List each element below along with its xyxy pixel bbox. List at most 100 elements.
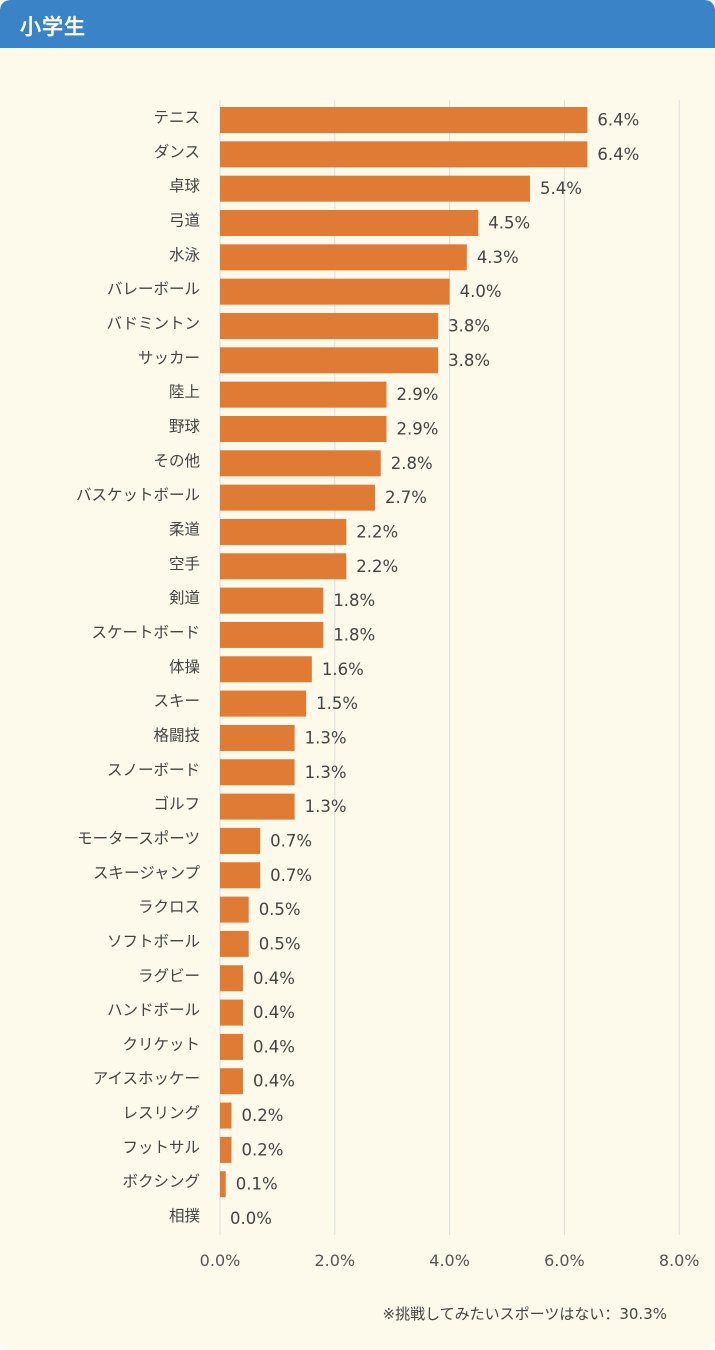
value-label: 0.2% <box>241 1140 283 1159</box>
category-label: 格闘技 <box>153 726 200 744</box>
bar <box>220 793 295 820</box>
x-tick-label: 6.0% <box>544 1251 585 1270</box>
bar <box>220 175 530 202</box>
category-label: 空手 <box>169 555 200 573</box>
category-label: ソフトボール <box>107 932 200 950</box>
bar <box>220 930 249 957</box>
value-label: 0.4% <box>253 1072 295 1091</box>
value-label: 0.1% <box>236 1175 278 1194</box>
bar <box>220 244 467 271</box>
bar <box>220 965 243 992</box>
bar <box>220 484 375 511</box>
value-label: 1.6% <box>322 660 364 679</box>
bar <box>220 141 588 168</box>
bar <box>220 278 450 305</box>
value-label: 1.5% <box>316 694 358 713</box>
category-label: 陸上 <box>169 383 200 401</box>
value-label: 1.3% <box>305 797 347 816</box>
value-label: 2.2% <box>356 522 398 541</box>
panel-header: 小学生 <box>0 0 715 48</box>
category-label: 野球 <box>169 417 201 435</box>
category-label: スキージャンプ <box>93 864 200 882</box>
bar <box>220 1068 243 1095</box>
labels: 0.0% 2.0% 4.0% 6.0% 8.0% テニス 6.4% ダンス 6.4% 卓球 5.4%… <box>76 109 700 1271</box>
value-label: 3.8% <box>448 316 490 335</box>
value-label: 5.4% <box>540 179 582 198</box>
bar <box>220 759 295 786</box>
value-label: 4.3% <box>477 248 519 267</box>
value-label: 0.4% <box>253 969 295 988</box>
value-label: 6.4% <box>597 145 639 164</box>
bars <box>220 107 588 1198</box>
bar <box>220 999 243 1026</box>
category-label: クリケット <box>122 1035 200 1053</box>
category-label: フットサル <box>122 1138 200 1156</box>
value-label: 2.7% <box>385 488 427 507</box>
bar <box>220 209 479 236</box>
value-label: 2.2% <box>356 557 398 576</box>
value-label: 1.3% <box>305 728 347 747</box>
bar <box>220 827 261 854</box>
bar <box>220 1102 232 1129</box>
category-label: ラグビー <box>138 967 200 985</box>
category-label: 体操 <box>169 658 200 676</box>
x-tick-label: 0.0% <box>200 1251 241 1270</box>
value-label: 0.4% <box>253 1003 295 1022</box>
category-label: スケートボード <box>91 623 200 641</box>
category-label: ダンス <box>154 143 200 161</box>
value-label: 1.3% <box>305 763 347 782</box>
category-label: レスリング <box>122 1104 200 1122</box>
category-label: 柔道 <box>169 520 200 538</box>
bar <box>220 1136 232 1163</box>
bar <box>220 656 312 683</box>
x-tick-label: 4.0% <box>429 1251 470 1270</box>
bar <box>220 107 588 133</box>
category-label: ゴルフ <box>153 794 200 813</box>
value-label: 4.5% <box>488 213 530 232</box>
value-label: 4.0% <box>460 282 502 301</box>
category-label: スノーボード <box>107 761 200 779</box>
category-label: アイスホッケー <box>93 1070 200 1088</box>
bar <box>220 450 381 477</box>
category-label: スキー <box>153 692 200 710</box>
category-label: バレーボール <box>107 280 200 298</box>
category-label: 剣道 <box>169 589 200 607</box>
bar <box>220 553 347 580</box>
category-label: 相撲 <box>169 1207 201 1225</box>
bar <box>220 724 295 751</box>
value-label: 3.8% <box>448 351 490 370</box>
bar <box>220 312 439 339</box>
category-label: ハンドボール <box>107 1001 200 1019</box>
value-label: 2.8% <box>391 454 433 473</box>
bar <box>220 621 324 648</box>
category-label: バドミントン <box>107 314 200 332</box>
bar <box>220 1171 226 1198</box>
category-label: その他 <box>153 452 200 470</box>
category-label: 弓道 <box>169 211 200 229</box>
value-label: 0.2% <box>241 1106 283 1125</box>
value-label: 0.7% <box>270 831 312 850</box>
x-tick-label: 8.0% <box>659 1251 700 1270</box>
bar <box>220 415 387 442</box>
value-label: 1.8% <box>333 591 375 610</box>
category-label: サッカー <box>138 349 200 367</box>
category-label: ボクシング <box>122 1173 200 1191</box>
category-label: ラクロス <box>138 898 200 916</box>
category-label: テニス <box>153 109 200 127</box>
value-label: 0.4% <box>253 1037 295 1056</box>
value-label: 0.0% <box>230 1209 272 1228</box>
category-label: バスケットボール <box>76 486 200 504</box>
bar <box>220 587 324 614</box>
value-label: 2.9% <box>396 385 438 404</box>
value-label: 0.5% <box>259 900 301 919</box>
bar <box>220 690 307 717</box>
category-label: 水泳 <box>169 246 201 264</box>
bar <box>220 518 347 545</box>
bar <box>220 347 439 374</box>
bar <box>220 862 261 889</box>
bar <box>220 381 387 408</box>
value-label: 1.8% <box>333 625 375 644</box>
x-tick-label: 2.0% <box>314 1251 355 1270</box>
